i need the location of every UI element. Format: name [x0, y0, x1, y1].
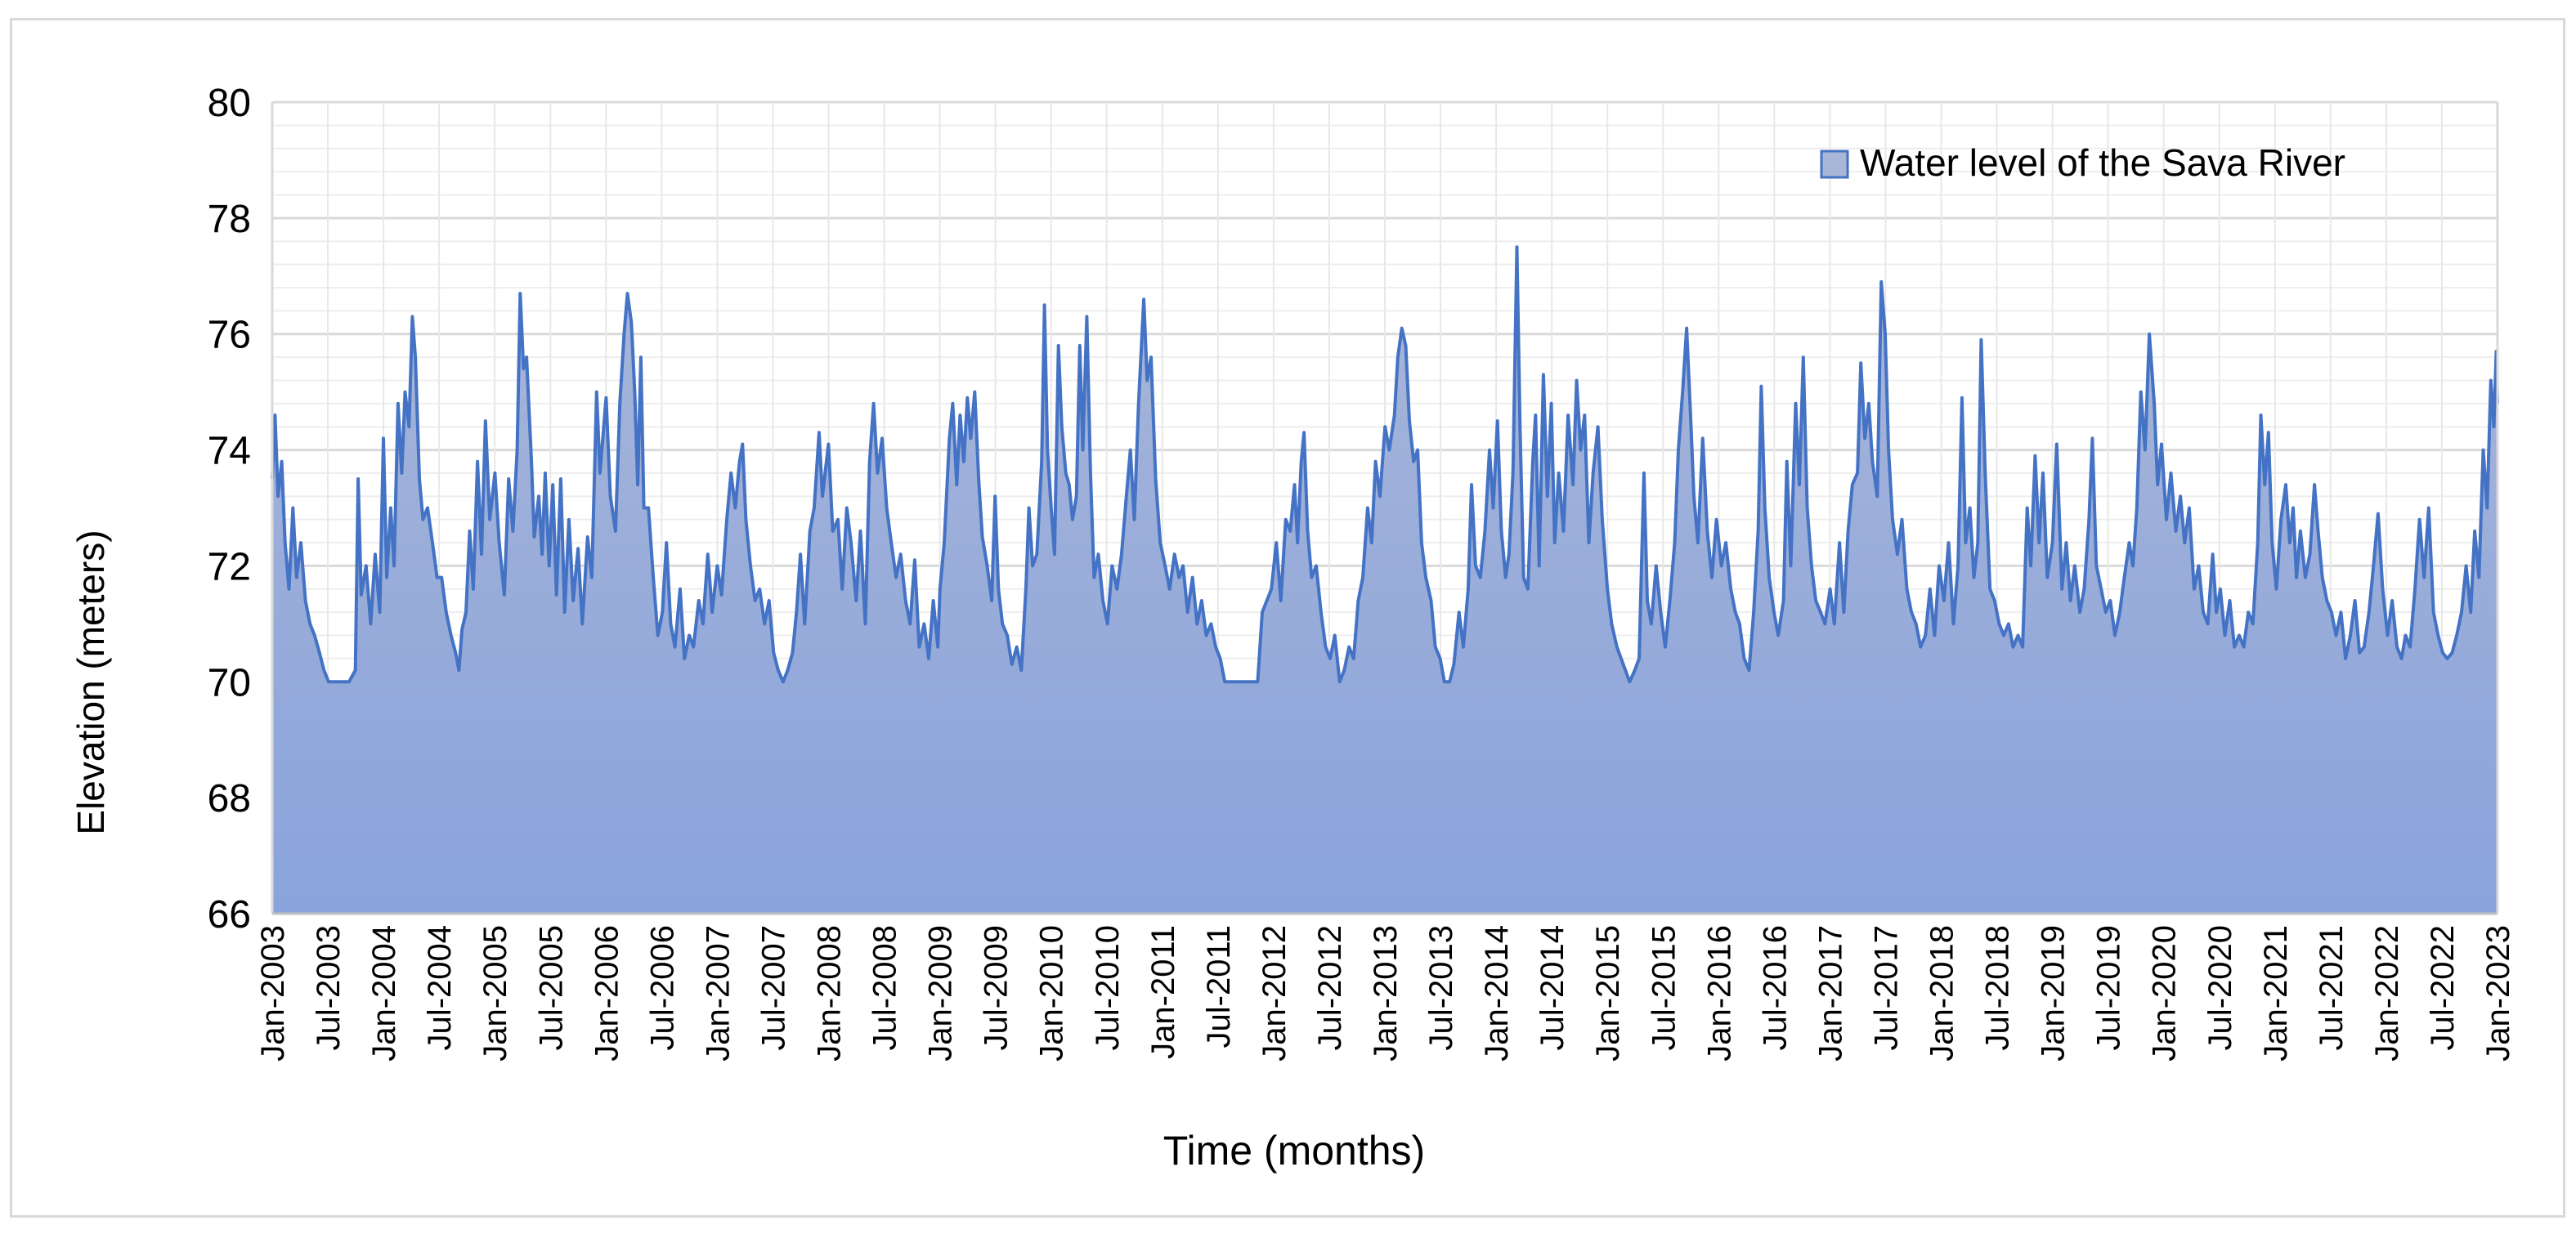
x-tick-label: Jul-2020 [2202, 925, 2238, 1050]
x-tick-label: Jan-2016 [1701, 925, 1737, 1062]
y-tick-label: 78 [208, 198, 251, 241]
y-tick-label: 80 [208, 82, 251, 125]
x-tick-label: Jul-2004 [422, 925, 458, 1050]
x-tick-label: Jan-2022 [2369, 925, 2405, 1062]
x-tick-label: Jan-2019 [2036, 925, 2072, 1062]
x-tick-label: Jul-2005 [533, 925, 569, 1050]
x-tick-label: Jul-2012 [1312, 925, 1348, 1050]
x-tick-label: Jul-2007 [756, 925, 792, 1050]
legend-swatch [1820, 150, 1849, 179]
x-tick-label: Jul-2006 [644, 925, 680, 1050]
x-tick-label: Jan-2003 [255, 925, 291, 1062]
x-axis-title: Time (months) [1163, 1128, 1425, 1174]
x-tick-label: Jan-2006 [589, 925, 625, 1062]
x-tick-label: Jan-2012 [1257, 925, 1292, 1062]
x-tick-label: Jan-2015 [1590, 925, 1626, 1062]
x-tick-label: Jan-2008 [812, 925, 848, 1062]
x-tick-label: Jan-2007 [700, 925, 736, 1062]
x-tick-label: Jan-2004 [366, 925, 402, 1062]
x-tick-label: Jan-2018 [1924, 925, 1960, 1062]
x-tick-label: Jul-2022 [2425, 925, 2461, 1050]
x-tick-label: Jan-2013 [1368, 925, 1404, 1062]
x-tick-label: Jul-2016 [1757, 925, 1793, 1050]
x-tick-label: Jan-2017 [1812, 925, 1848, 1062]
x-tick-label: Jan-2005 [477, 925, 513, 1062]
legend: Water level of the Sava River [1820, 141, 2345, 184]
y-tick-label: 68 [208, 777, 251, 820]
x-tick-label: Jan-2021 [2258, 925, 2294, 1062]
x-tick-label: Jul-2011 [1201, 925, 1237, 1048]
x-tick-label: Jul-2013 [1423, 925, 1459, 1050]
x-tick-label: Jul-2017 [1868, 925, 1904, 1050]
x-tick-label: Jan-2011 [1145, 925, 1181, 1059]
x-tick-label: Jul-2003 [311, 925, 347, 1050]
x-tick-label: Jul-2015 [1646, 925, 1682, 1050]
y-tick-label: 66 [208, 893, 251, 937]
x-tick-labels: Jan-2003 Jul-2003 Jan-2004 Jul-2004 Jan-2005… [255, 925, 2516, 1062]
y-tick-label: 72 [208, 545, 251, 588]
legend-label: Water level of the Sava River [1860, 141, 2345, 184]
y-axis-title: Elevation (meters) [69, 530, 112, 834]
x-tick-label: Jul-2021 [2314, 925, 2350, 1050]
x-tick-label: Jan-2020 [2147, 925, 2183, 1062]
water-level-area [272, 247, 2498, 914]
y-tick-label: 76 [208, 314, 251, 357]
x-tick-label: Jan-2023 [2480, 925, 2516, 1062]
chart-frame: 66 68 70 72 74 76 78 80 Jan-2003 Jul-2003 Jan-200… [10, 18, 2565, 1218]
x-tick-label: Jul-2009 [979, 925, 1015, 1050]
x-tick-label: Jul-2014 [1534, 925, 1570, 1050]
x-tick-label: Jan-2014 [1479, 925, 1515, 1062]
y-tick-labels: 66 68 70 72 74 76 78 80 [208, 82, 251, 937]
x-tick-label: Jul-2010 [1090, 925, 1126, 1050]
y-tick-label: 74 [208, 430, 251, 473]
x-tick-label: Jul-2018 [1980, 925, 2016, 1050]
y-tick-label: 70 [208, 661, 251, 704]
x-tick-label: Jul-2008 [867, 925, 903, 1050]
x-tick-label: Jul-2019 [2091, 925, 2127, 1050]
water-level-line [271, 245, 2499, 684]
axes [271, 102, 2499, 915]
x-tick-label: Jan-2010 [1034, 925, 1070, 1062]
x-tick-label: Jan-2009 [923, 925, 959, 1062]
